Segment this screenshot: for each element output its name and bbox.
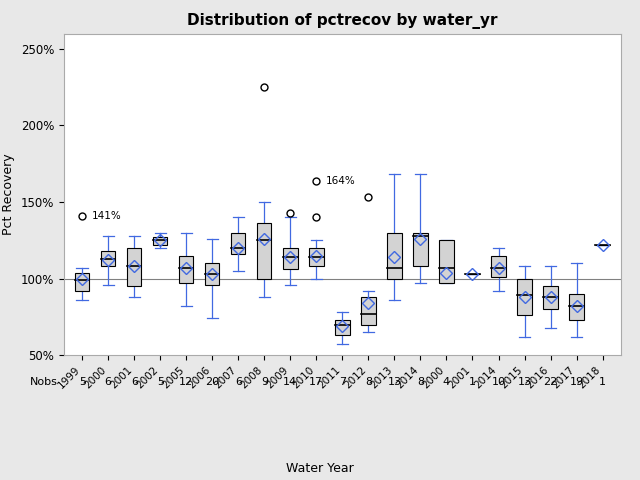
Text: 8: 8 xyxy=(417,377,424,386)
Bar xyxy=(309,248,324,266)
Text: 6: 6 xyxy=(105,377,112,386)
Text: 17: 17 xyxy=(309,377,323,386)
Bar xyxy=(517,278,532,315)
Text: 8: 8 xyxy=(365,377,372,386)
Text: 4: 4 xyxy=(443,377,450,386)
Text: Nobs: Nobs xyxy=(29,377,58,386)
Text: 6: 6 xyxy=(235,377,242,386)
Bar xyxy=(257,224,271,278)
Text: 7: 7 xyxy=(339,377,346,386)
Bar xyxy=(570,294,584,320)
Text: 6: 6 xyxy=(131,377,138,386)
Bar xyxy=(231,233,246,254)
Y-axis label: Pct Recovery: Pct Recovery xyxy=(3,154,15,235)
Bar xyxy=(153,237,168,245)
Bar xyxy=(101,251,115,266)
Bar xyxy=(75,273,90,291)
Text: 13: 13 xyxy=(518,377,532,386)
Text: 19: 19 xyxy=(570,377,584,386)
Text: 164%: 164% xyxy=(326,176,355,186)
Text: 5: 5 xyxy=(157,377,164,386)
Bar xyxy=(387,233,401,278)
Text: 9: 9 xyxy=(260,377,268,386)
Text: 20: 20 xyxy=(205,377,220,386)
Bar xyxy=(127,248,141,286)
Text: 5: 5 xyxy=(79,377,86,386)
Bar xyxy=(413,233,428,266)
Text: 1: 1 xyxy=(469,377,476,386)
Text: Water Year: Water Year xyxy=(286,462,354,475)
Text: 14: 14 xyxy=(284,377,298,386)
Bar xyxy=(205,264,220,285)
Text: 22: 22 xyxy=(543,377,557,386)
Bar xyxy=(492,256,506,277)
Bar xyxy=(284,248,298,269)
Text: 10: 10 xyxy=(492,377,506,386)
Text: 13: 13 xyxy=(387,377,401,386)
Bar xyxy=(543,286,557,309)
Title: Distribution of pctrecov by water_yr: Distribution of pctrecov by water_yr xyxy=(187,13,498,29)
Bar xyxy=(179,256,193,283)
Text: 141%: 141% xyxy=(92,211,121,221)
Bar xyxy=(439,240,454,283)
Bar xyxy=(361,297,376,324)
Bar xyxy=(335,320,349,336)
Text: 1: 1 xyxy=(599,377,606,386)
Text: 12: 12 xyxy=(179,377,193,386)
